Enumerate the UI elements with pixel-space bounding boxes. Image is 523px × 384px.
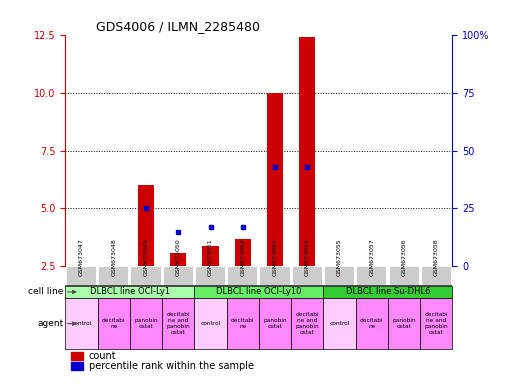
Text: GSM673052: GSM673052	[240, 238, 245, 276]
FancyBboxPatch shape	[67, 267, 96, 285]
Bar	[267, 93, 283, 266]
Bar	[235, 238, 251, 266]
Text: GSM673056: GSM673056	[402, 238, 406, 276]
FancyBboxPatch shape	[195, 286, 323, 298]
Text: GSM673053: GSM673053	[272, 238, 278, 276]
FancyBboxPatch shape	[226, 298, 259, 349]
FancyBboxPatch shape	[323, 286, 452, 298]
Text: GSM673051: GSM673051	[208, 238, 213, 276]
Text: GDS4006 / ILMN_2285480: GDS4006 / ILMN_2285480	[96, 20, 260, 33]
Text: DLBCL line Su-DHL6: DLBCL line Su-DHL6	[346, 288, 430, 296]
FancyBboxPatch shape	[291, 298, 323, 349]
Text: GSM673048: GSM673048	[111, 238, 116, 276]
Bar	[299, 37, 315, 266]
Text: decitabi
ne: decitabi ne	[360, 318, 383, 329]
FancyBboxPatch shape	[259, 298, 291, 349]
Text: agent: agent	[38, 319, 64, 328]
Text: DLBCL line OCI-Ly1: DLBCL line OCI-Ly1	[90, 288, 170, 296]
FancyBboxPatch shape	[390, 267, 418, 285]
Text: count: count	[88, 351, 116, 361]
Text: decitabi
ne and
panobin
ostat: decitabi ne and panobin ostat	[295, 313, 319, 335]
FancyBboxPatch shape	[325, 267, 354, 285]
FancyBboxPatch shape	[420, 298, 452, 349]
Text: decitabi
ne and
panobin
ostat: decitabi ne and panobin ostat	[166, 313, 190, 335]
FancyBboxPatch shape	[164, 267, 193, 285]
Text: control: control	[71, 321, 92, 326]
FancyBboxPatch shape	[162, 298, 195, 349]
Text: GSM673047: GSM673047	[79, 238, 84, 276]
Text: GSM673049: GSM673049	[143, 238, 149, 276]
Text: GSM673054: GSM673054	[305, 238, 310, 276]
FancyBboxPatch shape	[388, 298, 420, 349]
Text: panobin
ostat: panobin ostat	[392, 318, 416, 329]
FancyBboxPatch shape	[228, 267, 257, 285]
FancyBboxPatch shape	[65, 298, 98, 349]
Bar	[138, 185, 154, 266]
Text: panobin
ostat: panobin ostat	[134, 318, 158, 329]
FancyBboxPatch shape	[323, 298, 356, 349]
Text: percentile rank within the sample: percentile rank within the sample	[88, 361, 254, 371]
FancyBboxPatch shape	[356, 298, 388, 349]
Text: GSM673055: GSM673055	[337, 238, 342, 276]
FancyBboxPatch shape	[195, 298, 226, 349]
Text: panobin
ostat: panobin ostat	[263, 318, 287, 329]
Text: DLBCL line OCI-Ly10: DLBCL line OCI-Ly10	[216, 288, 302, 296]
Text: control: control	[329, 321, 350, 326]
FancyBboxPatch shape	[357, 267, 386, 285]
Bar	[71, 352, 83, 360]
Bar	[202, 246, 219, 266]
FancyBboxPatch shape	[196, 267, 225, 285]
FancyBboxPatch shape	[98, 298, 130, 349]
FancyBboxPatch shape	[65, 286, 195, 298]
Text: decitabi
ne and
panobin
ostat: decitabi ne and panobin ostat	[425, 313, 448, 335]
FancyBboxPatch shape	[260, 267, 290, 285]
Text: GSM673050: GSM673050	[176, 238, 181, 276]
Bar	[170, 253, 186, 266]
FancyBboxPatch shape	[99, 267, 128, 285]
Text: GSM673058: GSM673058	[434, 238, 439, 276]
Bar	[71, 362, 83, 370]
Text: decitabi
ne: decitabi ne	[102, 318, 126, 329]
Text: GSM673057: GSM673057	[369, 238, 374, 276]
Text: decitabi
ne: decitabi ne	[231, 318, 255, 329]
FancyBboxPatch shape	[293, 267, 322, 285]
FancyBboxPatch shape	[422, 267, 451, 285]
Text: cell line: cell line	[28, 288, 64, 296]
Text: control: control	[200, 321, 221, 326]
FancyBboxPatch shape	[131, 267, 161, 285]
FancyBboxPatch shape	[130, 298, 162, 349]
